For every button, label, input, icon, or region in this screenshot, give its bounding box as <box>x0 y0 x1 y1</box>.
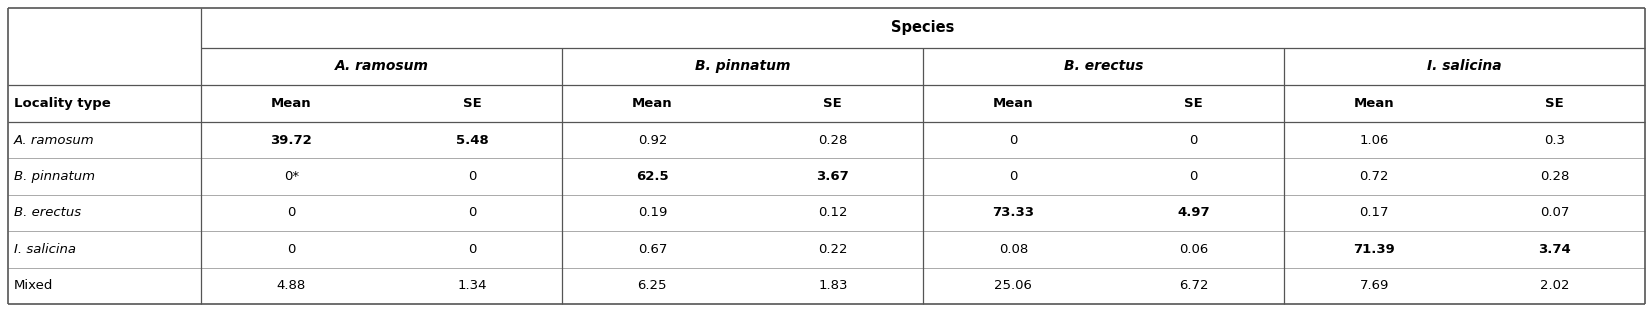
Text: Mean: Mean <box>1355 97 1394 110</box>
Text: 0.28: 0.28 <box>818 134 848 147</box>
Text: SE: SE <box>1546 97 1564 110</box>
Text: 5.48: 5.48 <box>455 134 488 147</box>
Text: 0: 0 <box>467 243 477 256</box>
Text: 0: 0 <box>287 207 295 219</box>
Text: 0.19: 0.19 <box>637 207 667 219</box>
Text: 0.08: 0.08 <box>998 243 1028 256</box>
Text: 0: 0 <box>287 243 295 256</box>
Text: Species: Species <box>891 21 955 36</box>
Text: 0.72: 0.72 <box>1360 170 1389 183</box>
Text: 0: 0 <box>1010 170 1018 183</box>
Text: 1.34: 1.34 <box>457 279 487 292</box>
Text: 0: 0 <box>467 207 477 219</box>
Text: 4.97: 4.97 <box>1178 207 1209 219</box>
Text: 0.3: 0.3 <box>1544 134 1566 147</box>
Text: 3.67: 3.67 <box>817 170 850 183</box>
Text: SE: SE <box>823 97 842 110</box>
Text: 71.39: 71.39 <box>1353 243 1396 256</box>
Text: A. ramosum: A. ramosum <box>335 60 429 73</box>
Text: 6.25: 6.25 <box>637 279 667 292</box>
Text: B. pinnatum: B. pinnatum <box>13 170 96 183</box>
Text: 0: 0 <box>1010 134 1018 147</box>
Text: 0.28: 0.28 <box>1539 170 1569 183</box>
Text: 7.69: 7.69 <box>1360 279 1389 292</box>
Text: Mean: Mean <box>993 97 1033 110</box>
Text: 0.22: 0.22 <box>818 243 848 256</box>
Text: 0.06: 0.06 <box>1180 243 1208 256</box>
Text: 0: 0 <box>1190 134 1198 147</box>
Text: B. erectus: B. erectus <box>13 207 81 219</box>
Text: B. pinnatum: B. pinnatum <box>695 60 790 73</box>
Text: 6.72: 6.72 <box>1180 279 1208 292</box>
Text: 3.74: 3.74 <box>1538 243 1571 256</box>
Text: 0.67: 0.67 <box>637 243 667 256</box>
Text: 39.72: 39.72 <box>271 134 312 147</box>
Text: 62.5: 62.5 <box>635 170 668 183</box>
Text: B. erectus: B. erectus <box>1064 60 1143 73</box>
Text: I. salicina: I. salicina <box>13 243 76 256</box>
Text: 0.92: 0.92 <box>637 134 667 147</box>
Text: 0.12: 0.12 <box>818 207 848 219</box>
Text: 0: 0 <box>1190 170 1198 183</box>
Text: 1.06: 1.06 <box>1360 134 1389 147</box>
Text: SE: SE <box>1185 97 1203 110</box>
Text: 4.88: 4.88 <box>277 279 305 292</box>
Text: I. salicina: I. salicina <box>1427 60 1502 73</box>
Text: 73.33: 73.33 <box>992 207 1035 219</box>
Text: 1.83: 1.83 <box>818 279 848 292</box>
Text: Mixed: Mixed <box>13 279 53 292</box>
Text: Mean: Mean <box>632 97 673 110</box>
Text: 25.06: 25.06 <box>995 279 1033 292</box>
Text: Locality type: Locality type <box>13 97 111 110</box>
Text: Mean: Mean <box>271 97 312 110</box>
Text: SE: SE <box>462 97 482 110</box>
Text: 0.07: 0.07 <box>1539 207 1569 219</box>
Text: A. ramosum: A. ramosum <box>13 134 94 147</box>
Text: 0: 0 <box>467 170 477 183</box>
Text: 2.02: 2.02 <box>1539 279 1569 292</box>
Text: 0.17: 0.17 <box>1360 207 1389 219</box>
Text: 0*: 0* <box>284 170 299 183</box>
